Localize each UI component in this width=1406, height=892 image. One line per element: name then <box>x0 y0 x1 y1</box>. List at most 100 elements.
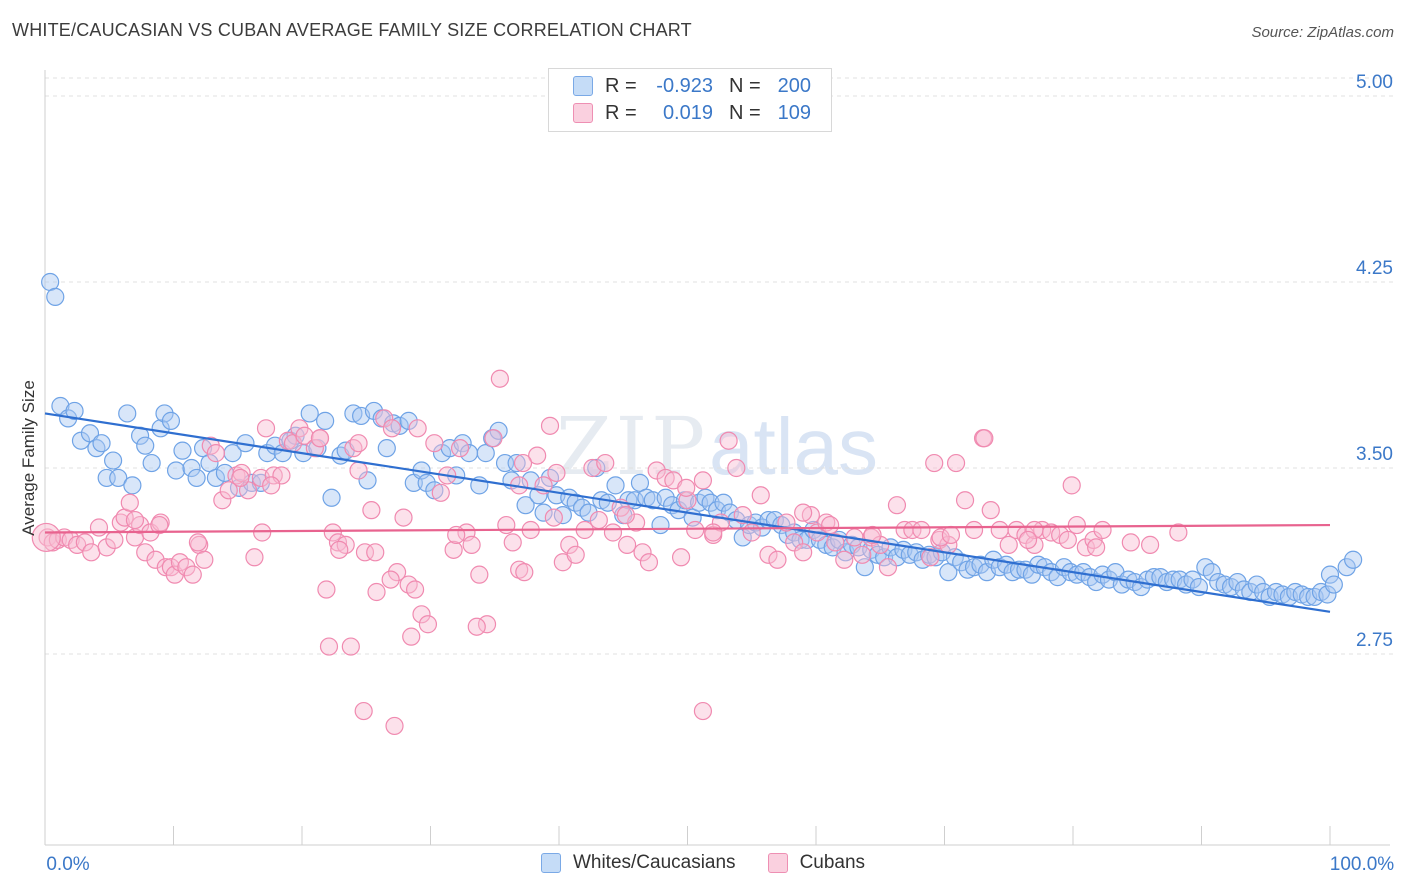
point-whites <box>377 439 396 458</box>
point-whites <box>187 468 206 488</box>
point-cubans <box>382 419 402 438</box>
point-cubans <box>1169 523 1188 542</box>
point-cubans <box>912 520 931 540</box>
point-whites <box>142 453 161 473</box>
point-cubans <box>633 543 652 562</box>
point-cubans <box>1076 538 1095 557</box>
series-whites-points <box>41 272 1363 607</box>
legend-row-cubans: R = 0.019 N = 109 <box>573 100 811 126</box>
point-cubans <box>686 520 705 540</box>
point-whites <box>1202 563 1221 582</box>
point-cubans <box>1084 530 1103 550</box>
point-whites <box>166 461 186 480</box>
point-cubans <box>385 716 404 736</box>
point-cubans <box>1067 515 1086 535</box>
x-ticks <box>44 826 1331 845</box>
point-cubans <box>921 548 940 567</box>
y-axis-label: Average Family Size <box>19 380 38 536</box>
point-cubans <box>497 515 516 535</box>
point-cubans <box>871 535 890 554</box>
legend-n-label: N = <box>729 74 761 97</box>
point-cubans <box>319 637 339 656</box>
point-cubans <box>835 550 854 569</box>
point-whites <box>714 493 733 512</box>
point-cubans <box>513 453 533 473</box>
point-whites <box>606 476 625 495</box>
y-tick-labels: 2.75 3.50 4.25 5.00 <box>1356 72 1393 651</box>
point-cubans <box>794 543 813 562</box>
point-whites <box>516 496 535 515</box>
bottom-legend-cubans[interactable]: Cubans <box>767 852 865 874</box>
point-cubans <box>256 419 276 438</box>
point-cubans <box>253 523 272 542</box>
chart-title: WHITE/CAUCASIAN VS CUBAN AVERAGE FAMILY … <box>12 20 692 40</box>
point-cubans <box>1087 538 1106 557</box>
point-whites <box>316 411 335 430</box>
point-cubans <box>759 545 778 564</box>
point-whites <box>1228 572 1247 592</box>
point-cubans <box>528 446 547 465</box>
point-cubans <box>188 533 208 552</box>
point-whites <box>155 404 174 423</box>
point-whites <box>118 404 137 423</box>
point-cubans <box>515 563 534 582</box>
point-cubans <box>355 543 375 562</box>
point-whites <box>364 401 384 421</box>
point-cubans <box>177 558 196 577</box>
point-whites <box>123 476 142 495</box>
point-cubans <box>349 434 368 453</box>
point-cubans <box>490 369 509 388</box>
watermark-zip: ZIP <box>556 400 710 493</box>
point-cubans <box>262 476 281 495</box>
point-whites <box>1247 575 1266 594</box>
point-cubans <box>693 471 713 490</box>
point-whites <box>182 458 201 478</box>
point-cubans <box>394 508 413 527</box>
point-cubans <box>213 491 232 510</box>
point-cubans <box>425 434 444 453</box>
point-cubans <box>82 543 101 562</box>
point-cubans <box>408 419 427 438</box>
bottom-legend: Whites/Caucasians Cubans <box>0 852 1406 874</box>
point-whites <box>87 439 106 458</box>
point-cubans <box>693 701 713 721</box>
point-cubans <box>146 550 165 569</box>
bottom-legend-swatch-cubans <box>767 853 788 873</box>
point-cubans <box>785 533 804 552</box>
point-cubans <box>719 431 738 450</box>
point-whites <box>534 503 553 522</box>
point-cubans <box>589 510 608 530</box>
point-cubans <box>366 543 385 562</box>
point-cubans <box>130 515 150 535</box>
series-cubans-points <box>31 369 1188 736</box>
legend-n-label: N = <box>729 101 761 124</box>
y-tick-label: 4.25 <box>1356 258 1393 279</box>
point-cubans <box>467 617 486 636</box>
point-cubans <box>547 463 566 483</box>
bottom-legend-label-whites: Whites/Caucasians <box>572 852 736 873</box>
point-cubans <box>450 439 470 458</box>
point-cubans <box>618 535 637 554</box>
point-cubans <box>402 627 421 646</box>
point-cubans <box>616 506 635 525</box>
point-cubans <box>603 523 623 542</box>
point-cubans <box>878 558 898 577</box>
point-whites <box>322 488 341 507</box>
point-cubans <box>925 453 944 473</box>
point-cubans <box>1062 476 1081 495</box>
legend-r-label: R = <box>605 101 637 124</box>
point-whites <box>587 458 606 478</box>
point-whites <box>161 411 181 430</box>
point-cubans <box>387 563 407 582</box>
point-cubans <box>941 525 961 545</box>
bottom-legend-swatch-whites <box>540 853 561 873</box>
point-cubans <box>120 493 139 512</box>
point-whites <box>1318 585 1337 604</box>
point-whites <box>300 404 319 423</box>
point-cubans <box>1058 530 1077 550</box>
legend: R = -0.923 N = 200 R = 0.019 N = 109 <box>548 68 832 132</box>
bottom-legend-whites[interactable]: Whites/Caucasians <box>540 852 736 874</box>
point-cubans <box>768 550 787 569</box>
point-cubans <box>540 416 560 435</box>
